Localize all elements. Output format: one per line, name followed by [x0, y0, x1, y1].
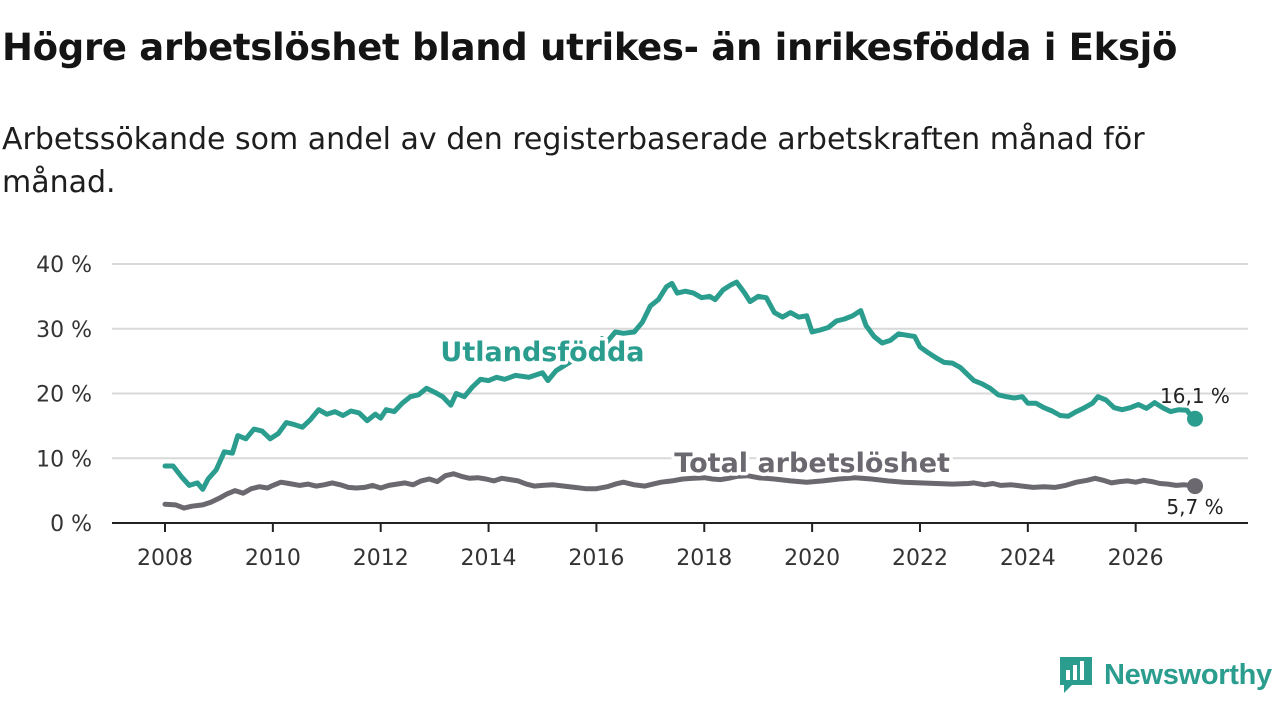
- series-line-utlandsf-dda: [162, 279, 1198, 492]
- series-end-marker: [1187, 410, 1203, 427]
- newsworthy-brand: Newsworthy: [1058, 655, 1272, 695]
- series-end-marker: [1187, 478, 1203, 495]
- x-tick-label: 2026: [1108, 546, 1164, 571]
- grid-lines: [112, 263, 1248, 460]
- y-tick-label: 40 %: [36, 253, 92, 278]
- x-tick-label: 2008: [137, 546, 193, 571]
- series-end-value: 5,7 %: [1166, 495, 1223, 519]
- x-tick-label: 2016: [568, 546, 624, 571]
- x-tick-label: 2014: [461, 546, 517, 571]
- brand-name: Newsworthy: [1104, 658, 1272, 691]
- series-lines: 16,1 % 5,7 %: [162, 279, 1230, 519]
- y-tick-label: 20 %: [36, 383, 92, 408]
- chart-subtitle: Arbetssökande som andel av den registerb…: [2, 122, 1145, 200]
- x-axis: 2008 2010 2012 2014 2016 2018 2020 2022 2024 2026: [112, 522, 1248, 571]
- x-tick-label: 2020: [784, 546, 840, 571]
- x-tick-label: 2012: [353, 546, 409, 571]
- newsworthy-logo-icon: [1060, 657, 1092, 693]
- y-tick-label: 30 %: [36, 318, 92, 343]
- y-tick-label: 10 %: [36, 447, 92, 472]
- series-label: Total arbetslöshet: [674, 448, 950, 479]
- y-tick-label: 0 %: [50, 512, 92, 537]
- y-axis-ticks: 0 % 10 % 20 % 30 % 40 %: [36, 253, 92, 537]
- series-labels: Utlandsfödda Total arbetslöshet: [437, 334, 954, 483]
- x-tick-label: 2024: [1000, 546, 1056, 571]
- series-line-total-arbetsl-shet: [162, 471, 1198, 511]
- x-tick-label: 2018: [676, 546, 732, 571]
- chart-title: Högre arbetslöshet bland utrikes- än inr…: [2, 26, 1178, 69]
- series-end-value: 16,1 %: [1160, 384, 1230, 408]
- x-tick-label: 2010: [245, 546, 301, 571]
- line-chart: 0 % 10 % 20 % 30 % 40 % 2008 2010 2012 2014 2016…: [36, 253, 1248, 571]
- series-label: Utlandsfödda: [440, 337, 644, 368]
- x-tick-label: 2022: [892, 546, 948, 571]
